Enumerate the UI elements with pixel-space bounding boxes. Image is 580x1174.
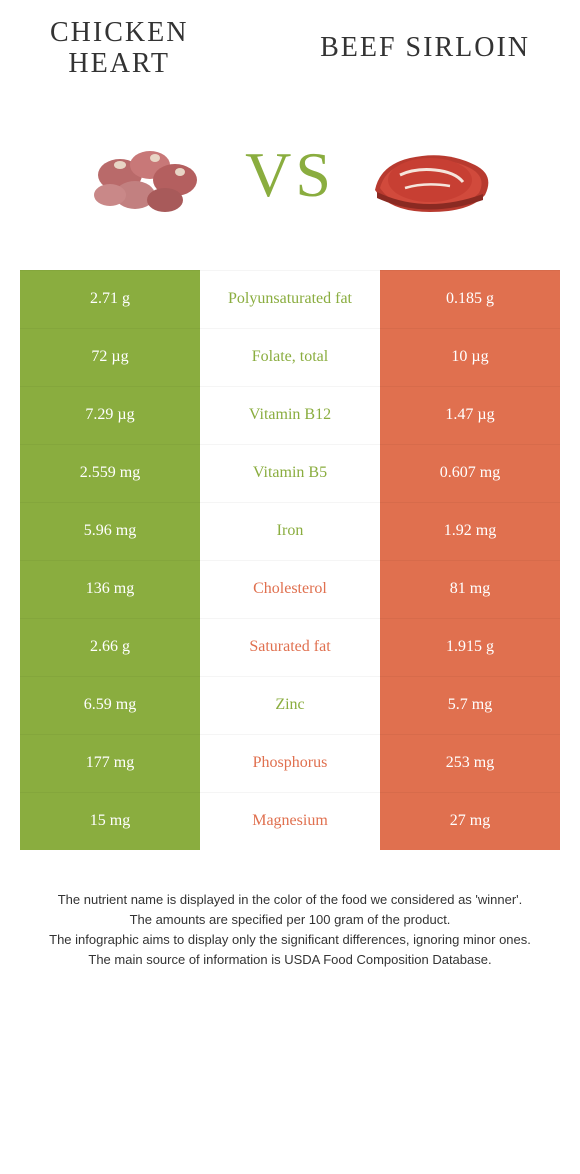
right-value-cell: 5.7 mg: [380, 676, 560, 734]
header: CHICKEN HEART BEEF SIRLOIN: [0, 0, 580, 90]
nutrient-label-cell: Iron: [200, 502, 380, 560]
right-value-cell: 253 mg: [380, 734, 560, 792]
left-value-cell: 72 µg: [20, 328, 200, 386]
table-row: 5.96 mgIron1.92 mg: [20, 502, 560, 560]
left-value-cell: 15 mg: [20, 792, 200, 850]
table-row: 72 µgFolate, total10 µg: [20, 328, 560, 386]
right-value-cell: 1.47 µg: [380, 386, 560, 444]
left-food-title-line2: HEART: [50, 49, 188, 80]
right-food-title: BEEF SIRLOIN: [320, 33, 530, 64]
left-food-image: [75, 120, 225, 230]
table-row: 15 mgMagnesium27 mg: [20, 792, 560, 850]
left-value-cell: 2.66 g: [20, 618, 200, 676]
vs-row: VS: [0, 90, 580, 270]
left-food-title-line1: CHICKEN: [50, 18, 188, 49]
right-value-cell: 10 µg: [380, 328, 560, 386]
table-row: 6.59 mgZinc5.7 mg: [20, 676, 560, 734]
nutrient-label-cell: Polyunsaturated fat: [200, 270, 380, 328]
right-value-cell: 81 mg: [380, 560, 560, 618]
chicken-heart-icon: [75, 120, 225, 230]
table-row: 177 mgPhosphorus253 mg: [20, 734, 560, 792]
nutrient-label-cell: Phosphorus: [200, 734, 380, 792]
footer-line-3: The infographic aims to display only the…: [20, 930, 560, 950]
nutrient-label-cell: Zinc: [200, 676, 380, 734]
vs-label: VS: [245, 138, 335, 212]
nutrient-label-cell: Vitamin B5: [200, 444, 380, 502]
nutrient-label-cell: Vitamin B12: [200, 386, 380, 444]
right-value-cell: 27 mg: [380, 792, 560, 850]
nutrient-label-cell: Cholesterol: [200, 560, 380, 618]
footer-notes: The nutrient name is displayed in the co…: [20, 890, 560, 971]
left-value-cell: 5.96 mg: [20, 502, 200, 560]
beef-sirloin-icon: [355, 120, 505, 230]
left-value-cell: 136 mg: [20, 560, 200, 618]
table-row: 136 mgCholesterol81 mg: [20, 560, 560, 618]
table-row: 2.71 gPolyunsaturated fat0.185 g: [20, 270, 560, 328]
footer-line-2: The amounts are specified per 100 gram o…: [20, 910, 560, 930]
table-row: 7.29 µgVitamin B121.47 µg: [20, 386, 560, 444]
left-value-cell: 2.559 mg: [20, 444, 200, 502]
right-value-cell: 1.92 mg: [380, 502, 560, 560]
left-value-cell: 177 mg: [20, 734, 200, 792]
left-value-cell: 6.59 mg: [20, 676, 200, 734]
left-value-cell: 2.71 g: [20, 270, 200, 328]
nutrient-label-cell: Magnesium: [200, 792, 380, 850]
right-value-cell: 0.607 mg: [380, 444, 560, 502]
nutrient-label-cell: Folate, total: [200, 328, 380, 386]
table-row: 2.66 gSaturated fat1.915 g: [20, 618, 560, 676]
left-value-cell: 7.29 µg: [20, 386, 200, 444]
left-food-title: CHICKEN HEART: [50, 18, 188, 80]
right-food-image: [355, 120, 505, 230]
footer-line-4: The main source of information is USDA F…: [20, 950, 560, 970]
comparison-table: 2.71 gPolyunsaturated fat0.185 g72 µgFol…: [20, 270, 560, 850]
right-value-cell: 0.185 g: [380, 270, 560, 328]
table-row: 2.559 mgVitamin B50.607 mg: [20, 444, 560, 502]
footer-line-1: The nutrient name is displayed in the co…: [20, 890, 560, 910]
nutrient-label-cell: Saturated fat: [200, 618, 380, 676]
right-value-cell: 1.915 g: [380, 618, 560, 676]
